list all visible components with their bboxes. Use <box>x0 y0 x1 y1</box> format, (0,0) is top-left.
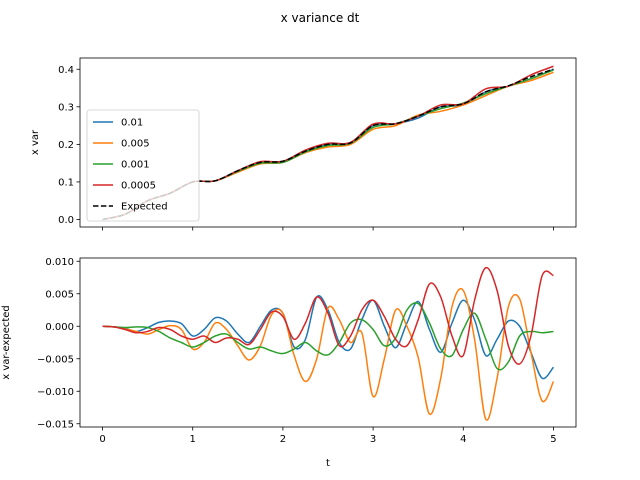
x-tick-label: 1 <box>190 434 196 445</box>
x-tick-label: 4 <box>460 434 466 445</box>
x-tick-label: 0 <box>99 434 105 445</box>
y-tick-label: 0.1 <box>58 177 74 188</box>
y-axis-label: x var <box>30 129 41 155</box>
legend-label: 0.005 <box>121 139 150 150</box>
legend-label: 0.01 <box>121 118 143 129</box>
y-tick-label: 0.0 <box>58 215 74 226</box>
y-tick-label: −0.010 <box>37 387 74 398</box>
top-plot: 0.0 0.1 0.2 0.3 0.4 x var 0.01 0.005 0.001 0.0005… <box>30 57 577 231</box>
y-tick-label: 0.010 <box>45 257 74 268</box>
legend-box <box>86 109 200 222</box>
y-tick-label: 0.3 <box>58 102 74 113</box>
bottom-plot: 0 1 2 3 4 5 −0.015 −0.010 −0.005 0.000 0.005 0.010 x… <box>1 257 577 469</box>
legend-label: Expected <box>121 202 168 213</box>
figure-title: x variance dt <box>281 11 360 25</box>
y-axis-label: x var-expected <box>1 305 12 380</box>
legend-label: 0.0005 <box>121 181 156 192</box>
series-line-0-0005 <box>102 266 554 365</box>
x-axis-label: t <box>326 458 330 469</box>
y-tick-label: 0.005 <box>45 289 74 300</box>
series-line-0-005 <box>102 287 555 421</box>
plot-frame <box>79 257 577 428</box>
series-line-0-001 <box>102 302 554 371</box>
y-tick-label: −0.005 <box>37 354 74 365</box>
y-tick-label: 0.2 <box>58 140 74 151</box>
x-tick-label: 2 <box>280 434 286 445</box>
y-tick-label: 0.4 <box>58 65 74 76</box>
series-line-0-01 <box>102 295 555 380</box>
legend: 0.01 0.005 0.001 0.0005 Expected <box>86 109 200 222</box>
plot-frame <box>79 57 577 228</box>
x-tick-label: 5 <box>550 434 556 445</box>
y-tick-label: −0.015 <box>37 419 74 430</box>
series-lines <box>102 266 555 421</box>
legend-label: 0.001 <box>121 160 150 171</box>
y-tick-label: 0.000 <box>45 322 74 333</box>
x-tick-label: 3 <box>370 434 376 445</box>
